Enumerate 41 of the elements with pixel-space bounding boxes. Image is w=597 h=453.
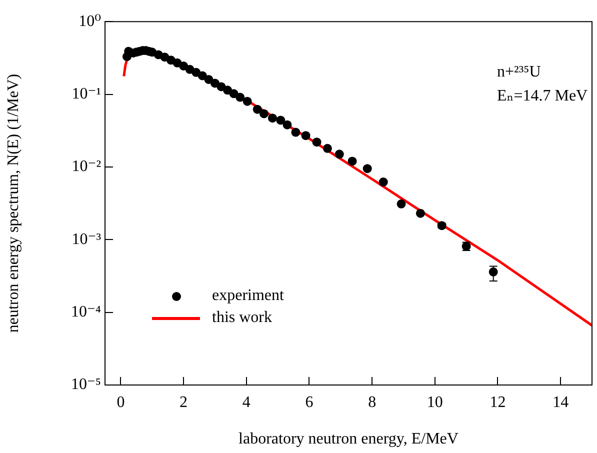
- point: [322, 144, 332, 153]
- point: [236, 92, 245, 102]
- x-tick-label: 2: [180, 394, 188, 411]
- y-tick-label: 10⁻²: [72, 158, 102, 176]
- point: [252, 104, 262, 114]
- annotation: n+²³⁵U: [497, 64, 542, 81]
- point: [282, 120, 292, 130]
- y-tick-label: 10⁻¹: [72, 85, 102, 102]
- x-tick-label: 0: [116, 394, 125, 411]
- x-tick-label: 4: [242, 394, 250, 411]
- point: [204, 74, 214, 84]
- point: [276, 116, 286, 125]
- point: [312, 138, 322, 147]
- y-tick-label: 10⁻⁴: [70, 304, 102, 321]
- point: [301, 131, 310, 140]
- y-tick-label: 10⁻⁵: [70, 376, 101, 394]
- y-tick-label: 10⁰: [78, 12, 101, 30]
- point: [179, 61, 188, 70]
- y-axis-title: neutron energy spectrum, N(E) (1/MeV): [4, 74, 22, 333]
- x-tick-label: 6: [305, 394, 314, 411]
- point: [229, 89, 238, 98]
- x-tick-label: 8: [368, 394, 376, 411]
- point: [223, 86, 232, 95]
- legend-label: experiment: [212, 287, 284, 305]
- legend-label: this work: [212, 309, 272, 327]
- point: [362, 164, 372, 174]
- x-tick-label: 14: [552, 394, 569, 411]
- point: [242, 96, 252, 106]
- y-tick-label: 10⁻³: [72, 230, 102, 248]
- x-tick-label: 10: [426, 394, 443, 411]
- point: [416, 208, 425, 218]
- point: [396, 199, 406, 208]
- point: [291, 128, 300, 137]
- x-axis-title: laboratory neutron energy, E/MeV: [238, 430, 459, 448]
- point: [259, 109, 268, 118]
- annotation: Eₙ=14.7 MeV: [497, 88, 588, 105]
- point: [378, 178, 388, 187]
- point: [334, 150, 344, 159]
- x-tick-label: 12: [490, 394, 506, 411]
- point: [268, 114, 277, 123]
- point: [348, 156, 357, 166]
